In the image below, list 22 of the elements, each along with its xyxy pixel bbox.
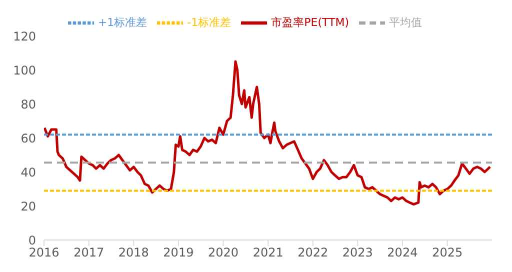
x-tick-label: 2019 bbox=[163, 246, 194, 260]
y-tick-label: 40 bbox=[20, 165, 36, 180]
y-tick-label: 80 bbox=[20, 97, 36, 112]
x-tick-label: 2017 bbox=[74, 246, 104, 260]
y-tick-label: 60 bbox=[20, 131, 36, 146]
x-tick-label: 2022 bbox=[298, 246, 328, 260]
legend-label: -1标准差 bbox=[187, 16, 232, 30]
line-series bbox=[44, 60, 492, 206]
legend-label: +1标准差 bbox=[98, 16, 148, 30]
y-tick-label: 20 bbox=[20, 199, 36, 214]
y-tick-label: 100 bbox=[13, 63, 36, 78]
x-tick-label: 2016 bbox=[28, 246, 60, 260]
legend-label: 平均值 bbox=[389, 16, 422, 30]
legend-label: 市盈率PE(TTM) bbox=[271, 16, 350, 30]
y-tick-label: 120 bbox=[13, 29, 36, 44]
x-tick-label: 2023 bbox=[342, 246, 373, 260]
x-tick-label: 2020 bbox=[208, 246, 238, 260]
x-tick-label: 2018 bbox=[118, 246, 149, 260]
x-tick-label: 2025 bbox=[432, 246, 463, 260]
x-tick-label: 2024 bbox=[387, 246, 418, 260]
x-tick-label: 2021 bbox=[252, 246, 284, 260]
y-tick-label: 0 bbox=[28, 233, 36, 248]
